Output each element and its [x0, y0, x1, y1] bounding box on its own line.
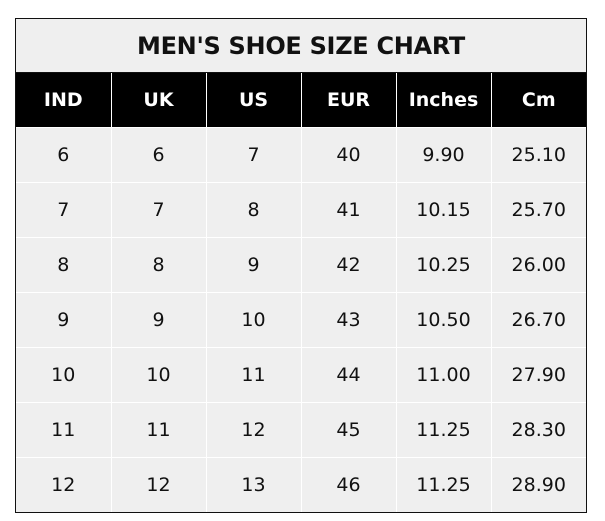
table-row: 7 7 8 41 10.15 25.70	[16, 182, 586, 238]
cell-eur: 42	[300, 237, 396, 293]
cell-inches: 11.25	[395, 457, 491, 512]
table-row: 12 12 13 46 11.25 28.90	[16, 457, 586, 512]
cell-us: 13	[205, 457, 301, 512]
size-table: IND UK US EUR Inches Cm 6 6 7 40 9.90 25.10 7 7 8 41 10…	[16, 73, 586, 512]
column-header-inches: Inches	[395, 73, 491, 128]
cell-us: 7	[205, 127, 301, 183]
cell-ind: 12	[16, 457, 111, 512]
table-row: 8 8 9 42 10.25 26.00	[16, 237, 586, 293]
cell-inches: 10.50	[395, 292, 491, 348]
cell-ind: 7	[16, 182, 111, 238]
cell-inches: 11.25	[395, 402, 491, 458]
cell-ind: 8	[16, 237, 111, 293]
cell-us: 12	[205, 402, 301, 458]
cell-eur: 44	[300, 347, 396, 403]
cell-cm: 25.70	[490, 182, 586, 238]
cell-us: 11	[205, 347, 301, 403]
cell-inches: 10.25	[395, 237, 491, 293]
cell-uk: 10	[110, 347, 206, 403]
cell-uk: 7	[110, 182, 206, 238]
table-row: 11 11 12 45 11.25 28.30	[16, 402, 586, 458]
cell-uk: 6	[110, 127, 206, 183]
table-row: 10 10 11 44 11.00 27.90	[16, 347, 586, 403]
cell-cm: 25.10	[490, 127, 586, 183]
cell-ind: 6	[16, 127, 111, 183]
column-header-cm: Cm	[490, 73, 586, 128]
cell-us: 10	[205, 292, 301, 348]
cell-inches: 11.00	[395, 347, 491, 403]
cell-ind: 10	[16, 347, 111, 403]
column-header-us: US	[205, 73, 301, 128]
cell-eur: 41	[300, 182, 396, 238]
size-chart: MEN'S SHOE SIZE CHART IND UK US EUR Inches Cm…	[15, 18, 587, 513]
cell-uk: 9	[110, 292, 206, 348]
cell-us: 8	[205, 182, 301, 238]
column-header-ind: IND	[16, 73, 111, 128]
header-row: IND UK US EUR Inches Cm	[16, 73, 586, 128]
cell-cm: 26.70	[490, 292, 586, 348]
cell-uk: 11	[110, 402, 206, 458]
cell-cm: 26.00	[490, 237, 586, 293]
column-header-eur: EUR	[300, 73, 396, 128]
cell-eur: 45	[300, 402, 396, 458]
cell-eur: 46	[300, 457, 396, 512]
cell-eur: 43	[300, 292, 396, 348]
cell-ind: 11	[16, 402, 111, 458]
cell-cm: 28.90	[490, 457, 586, 512]
table-row: 9 9 10 43 10.50 26.70	[16, 292, 586, 348]
cell-uk: 12	[110, 457, 206, 512]
cell-ind: 9	[16, 292, 111, 348]
cell-cm: 28.30	[490, 402, 586, 458]
table-row: 6 6 7 40 9.90 25.10	[16, 127, 586, 183]
cell-eur: 40	[300, 127, 396, 183]
cell-inches: 10.15	[395, 182, 491, 238]
cell-uk: 8	[110, 237, 206, 293]
cell-us: 9	[205, 237, 301, 293]
column-header-uk: UK	[110, 73, 206, 128]
cell-inches: 9.90	[395, 127, 491, 183]
chart-title: MEN'S SHOE SIZE CHART	[16, 19, 586, 73]
cell-cm: 27.90	[490, 347, 586, 403]
